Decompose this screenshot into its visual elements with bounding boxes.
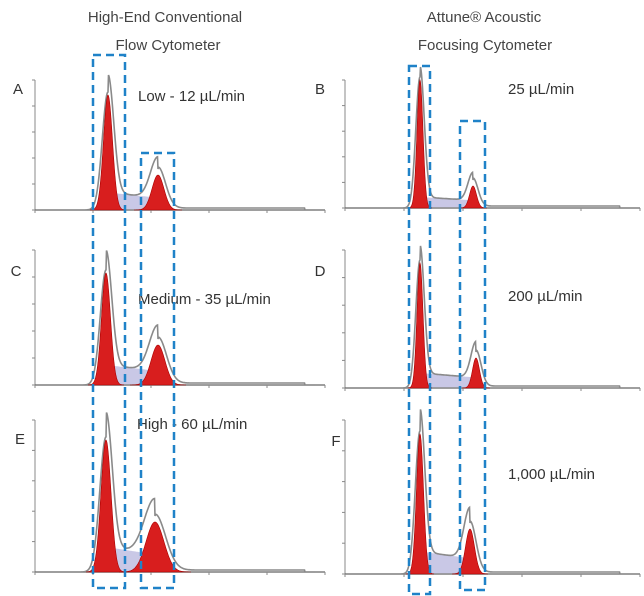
panel-letter: D: [315, 263, 326, 280]
flow-rate: 200 µL/min: [508, 288, 583, 305]
flow-rate: 1,000 µL/min: [508, 466, 595, 483]
flow-rate: 25 µL/min: [508, 81, 574, 98]
column-title: High-End Conventional: [88, 9, 242, 26]
g2-peak: [459, 185, 487, 209]
column-title: Focusing Cytometer: [418, 37, 552, 54]
column-title: Attune® Acoustic: [427, 9, 542, 26]
histogram-envelope: [350, 66, 630, 209]
histogram-panel: A Low - 12 µL/min: [13, 74, 326, 213]
column-title: Flow Cytometer: [115, 37, 220, 54]
histogram-panel: D 200 µL/min: [315, 245, 641, 391]
g2-peak: [130, 344, 186, 386]
histogram-panel: C Medium - 35 µL/min: [11, 249, 326, 388]
g1-highlight: [91, 53, 127, 590]
histogram-panel: E High - 60 µL/min: [15, 412, 326, 575]
histogram-envelope: [40, 412, 315, 573]
panel-letter: F: [331, 433, 340, 450]
g2-peak: [119, 521, 191, 573]
histogram-envelope: [40, 74, 315, 211]
g2-highlight: [139, 151, 176, 590]
panel-letter: B: [315, 81, 325, 98]
histogram-envelope: [350, 245, 630, 389]
g1-peak: [407, 78, 433, 209]
g2-peak: [134, 174, 182, 211]
flow-rate: High - 60 µL/min: [137, 416, 247, 433]
histogram-envelope: [350, 409, 630, 575]
histogram-panel: B 25 µL/min: [315, 66, 641, 211]
histogram-panel: F 1,000 µL/min: [331, 409, 641, 577]
g1-peak: [87, 272, 125, 386]
g1-peak: [89, 94, 127, 211]
histogram-envelope: [40, 250, 315, 386]
panel-letter: C: [11, 263, 22, 280]
g2-peak: [452, 528, 488, 575]
g1-peak: [407, 261, 433, 389]
panel-letter: E: [15, 431, 25, 448]
s-phase-fill: [420, 551, 470, 574]
flow-rate: Medium - 35 µL/min: [138, 291, 271, 308]
flow-rate: Low - 12 µL/min: [138, 88, 245, 105]
s-phase-fill: [420, 373, 476, 388]
panel-letter: A: [13, 81, 23, 98]
g1-highlight: [407, 64, 432, 596]
